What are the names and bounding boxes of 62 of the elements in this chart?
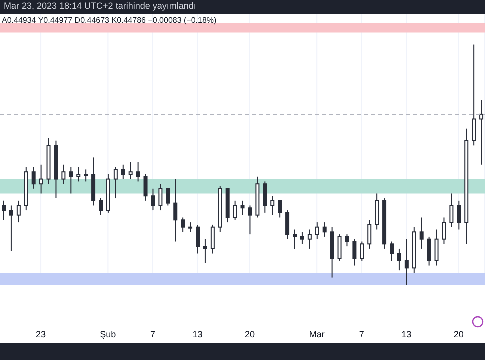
candlestick [174,178,178,242]
candlestick [420,217,424,250]
candlestick [248,205,252,236]
candlestick [345,234,350,248]
candlestick [308,229,312,250]
candlestick [166,188,170,206]
x-tick-label: 13 [192,329,203,340]
candlestick [322,222,327,238]
candlestick [121,164,126,180]
candlestick [240,200,245,216]
candlestick [16,200,21,224]
candlestick [397,248,402,272]
candlestick [352,238,357,266]
candlestick [278,200,282,218]
candlestick [99,198,103,216]
candlestick [144,174,148,202]
candlestick [286,210,290,240]
candlestick [62,164,66,185]
x-tick-label: 20 [244,329,255,340]
text: A0.44934 Y0.44977 D0.44673 K0.44786 −0.00083 (−0.18%) [2,16,217,25]
candlestick [39,164,44,194]
candlestick [2,200,6,221]
candlestick [390,241,394,262]
candlestick [158,184,163,212]
candlestick [69,166,74,194]
candlestick [114,166,118,200]
candlestick [360,241,364,262]
candlestick [128,162,133,180]
candlestick [338,234,342,262]
x-tick-label: 23 [36,329,46,340]
candlestick [76,166,81,182]
candlestick [203,238,208,264]
x-tick-label: 20 [454,329,464,340]
candlestick [9,205,14,252]
x-tick-label: 7 [150,329,156,340]
candlestick [136,162,140,182]
candlestick [188,222,193,233]
candlestick [450,193,454,228]
candlestick [270,196,275,216]
candlestick [181,217,186,233]
candlestick [233,200,238,221]
candlestick [300,232,304,245]
candlestick [457,200,462,230]
candlestick [210,224,215,254]
candlestick [368,220,372,250]
candlestick [263,181,268,214]
candlestick [84,169,88,182]
x-tick-label: 7 [359,329,364,340]
candlestick [315,222,320,240]
candlestick [427,236,432,266]
candlestick [293,229,297,250]
candlestick [442,217,446,245]
x-tick-label: Mar [309,329,325,340]
candlestick [151,188,156,212]
candlestick [196,224,200,254]
candlestick [32,166,36,190]
text: Mar 23, 2023 18:14 UTC+2 tarihinde yayımlandı [4,1,196,11]
candlestick [434,229,439,266]
x-tick-label: 13 [402,329,412,340]
candlestick [472,44,476,146]
x-tick-label: Şub [100,329,116,340]
candlestick [404,238,409,285]
